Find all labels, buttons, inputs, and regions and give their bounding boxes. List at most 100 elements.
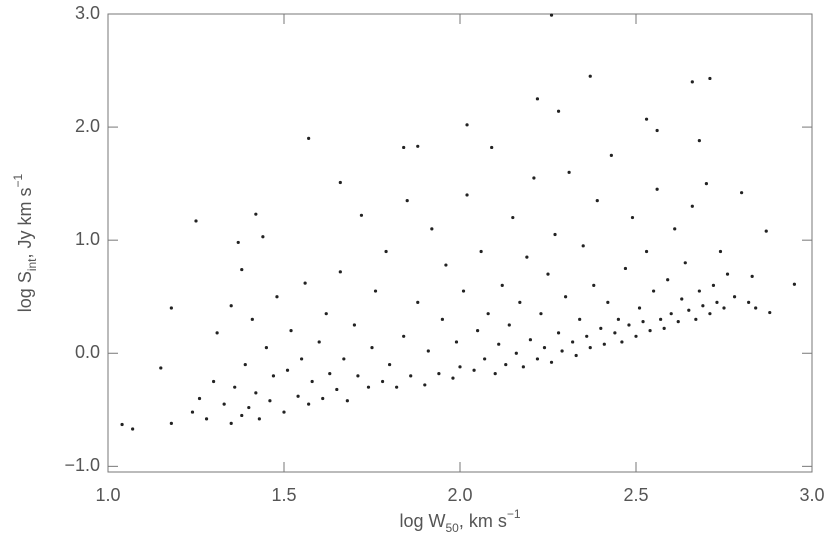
point	[630, 215, 635, 220]
point	[264, 346, 268, 350]
point	[497, 342, 501, 346]
point	[715, 300, 719, 304]
point	[338, 270, 342, 274]
x-tick-label: 2.5	[623, 485, 648, 505]
ylabel-part: , Jy km s	[15, 187, 35, 258]
y-axis-label: log Sint, Jy km s−1	[11, 173, 39, 312]
point	[725, 272, 730, 276]
point	[317, 340, 321, 344]
point	[690, 80, 694, 84]
point	[359, 213, 364, 217]
point	[405, 198, 409, 203]
point	[461, 289, 466, 293]
point	[754, 306, 758, 310]
point	[423, 383, 427, 387]
point	[711, 283, 716, 288]
point	[254, 212, 258, 216]
point	[345, 399, 349, 403]
point	[307, 136, 311, 140]
point	[233, 385, 237, 389]
point	[222, 402, 226, 406]
point	[740, 191, 744, 195]
point	[680, 297, 684, 301]
point	[483, 357, 487, 361]
plot-frame	[107, 13, 813, 473]
point	[560, 349, 564, 353]
point	[768, 310, 772, 315]
point	[535, 357, 540, 361]
point	[430, 227, 434, 231]
point	[240, 413, 244, 418]
point	[275, 295, 279, 299]
point	[300, 357, 304, 361]
point	[606, 300, 610, 304]
point	[310, 379, 314, 384]
point	[666, 278, 670, 282]
point	[553, 232, 557, 237]
point	[697, 139, 701, 143]
point	[690, 204, 694, 208]
point	[602, 342, 606, 346]
point	[676, 319, 680, 324]
point	[395, 385, 399, 389]
point	[637, 306, 642, 310]
point	[722, 306, 726, 310]
point	[634, 334, 638, 338]
point	[366, 385, 371, 389]
point	[384, 249, 388, 254]
point	[451, 376, 455, 380]
point	[564, 295, 568, 299]
point	[229, 304, 233, 308]
point	[701, 304, 705, 308]
point	[282, 410, 286, 414]
point	[194, 219, 198, 223]
point	[131, 427, 135, 431]
point	[500, 283, 504, 288]
point	[486, 312, 490, 316]
point	[328, 372, 332, 376]
point	[571, 340, 575, 344]
point	[373, 289, 378, 293]
y-tick-label: 2.0	[75, 116, 100, 136]
point	[426, 349, 430, 353]
point	[250, 317, 254, 321]
point	[588, 346, 592, 350]
y-tick-label: 3.0	[75, 3, 100, 23]
point	[261, 235, 265, 239]
point	[521, 365, 525, 369]
point	[416, 300, 420, 304]
point	[599, 326, 603, 330]
point	[616, 317, 621, 321]
point	[535, 97, 540, 101]
point	[609, 153, 613, 157]
x-tick-label: 3.0	[799, 485, 824, 505]
point	[532, 176, 536, 180]
point	[542, 346, 547, 350]
point	[732, 295, 737, 299]
point	[627, 323, 631, 327]
point	[402, 334, 406, 338]
point	[556, 109, 561, 113]
point	[687, 308, 691, 312]
point	[592, 283, 596, 288]
point	[648, 329, 652, 333]
point	[338, 180, 342, 185]
point	[708, 76, 712, 81]
point	[493, 372, 497, 376]
point	[595, 198, 599, 203]
point	[444, 263, 448, 267]
point	[655, 187, 659, 191]
y-tick-label: −1.0	[64, 455, 100, 475]
point	[525, 255, 529, 259]
point	[197, 396, 202, 401]
point	[402, 145, 406, 150]
point	[356, 374, 360, 378]
point	[169, 421, 173, 425]
point	[549, 360, 554, 364]
point	[662, 326, 666, 330]
point	[257, 417, 261, 421]
point	[296, 394, 300, 398]
point	[243, 362, 247, 367]
point	[613, 331, 617, 335]
point	[169, 306, 173, 310]
